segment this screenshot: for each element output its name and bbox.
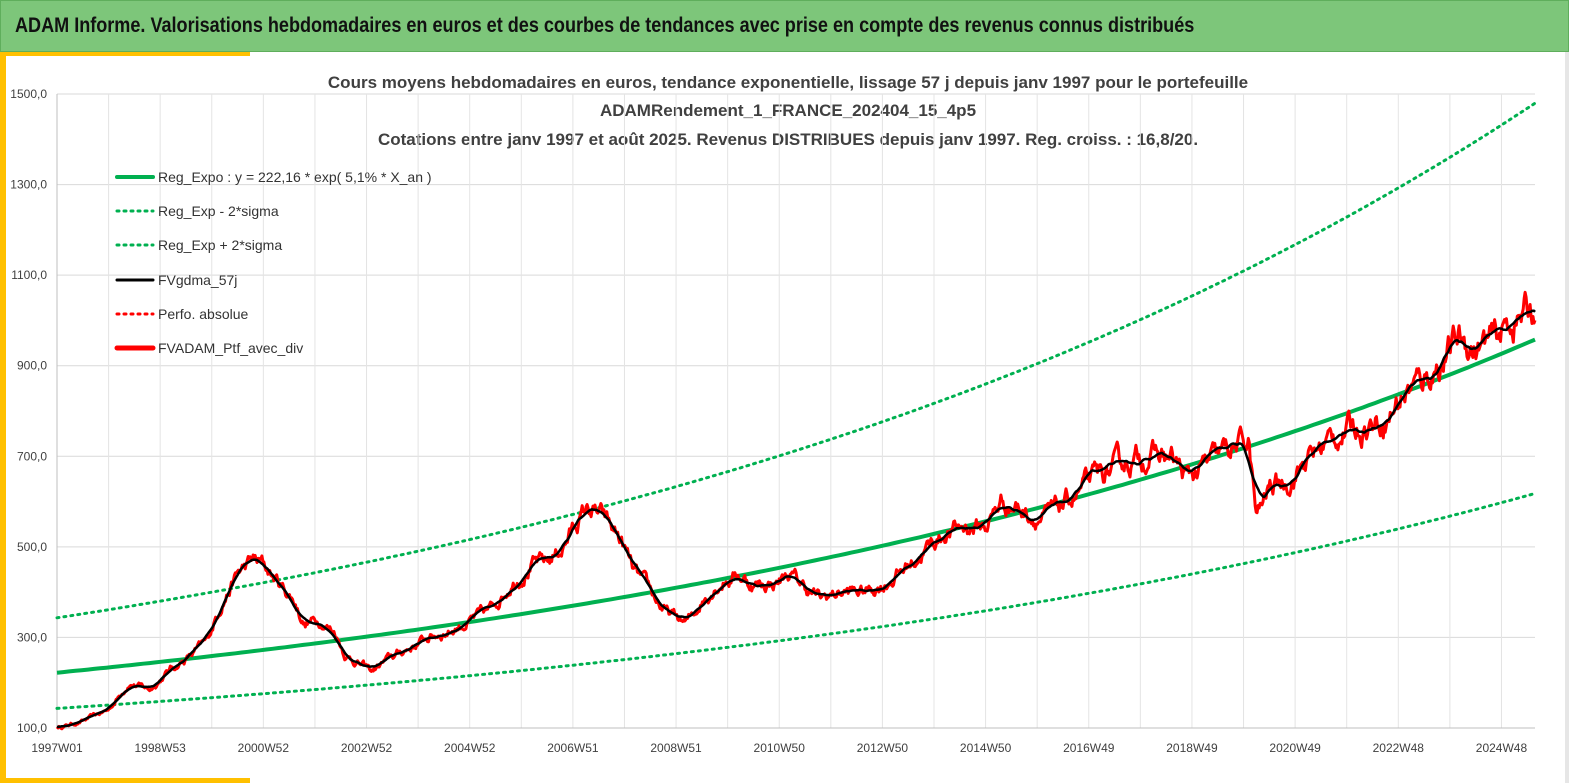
x-tick-label: 1997W01: [31, 741, 83, 755]
x-axis-ticks: 1997W01 1998W53 2000W52 2002W52 2004W52 2006W…: [31, 741, 1527, 755]
y-tick-label: 100,0: [17, 721, 47, 735]
accent-border-left: [0, 52, 6, 783]
border-right: [1565, 52, 1569, 783]
legend-label: Reg_Expo : y = 222,16 * exp( 5,1% * X_an…: [158, 169, 432, 185]
legend-label: FVADAM_Ptf_avec_div: [158, 340, 303, 356]
legend-label: FVgdma_57j: [158, 272, 237, 288]
chart-legend: Reg_Expo : y = 222,16 * exp( 5,1% * X_an…: [114, 169, 432, 356]
y-tick-label: 1500,0: [10, 87, 47, 101]
x-tick-label: 2002W52: [341, 741, 393, 755]
legend-label: Perfo. absolue: [158, 306, 248, 322]
series-reg-expo: [56, 337, 1536, 675]
series-fvgdma-57j: [56, 309, 1536, 729]
y-tick-label: 500,0: [17, 540, 47, 554]
x-tick-label: 2008W51: [650, 741, 702, 755]
chart-title-line: ADAMRendement_1_FRANCE_202404_15_4p5: [600, 101, 976, 120]
series-reg-plus-2sigma: [55, 101, 1537, 620]
chart-title: Cours moyens hebdomadaires en euros, ten…: [328, 73, 1248, 149]
y-tick-label: 900,0: [17, 359, 47, 373]
legend-label: Reg_Exp + 2*sigma: [158, 237, 282, 253]
chart-series: [55, 101, 1537, 731]
y-axis-ticks: 100,0 300,0 500,0 700,0 900,0 1100,0 1300,0 150…: [10, 87, 47, 735]
accent-border-bottom: [0, 778, 250, 783]
accent-border-top: [0, 52, 250, 56]
x-tick-label: 2024W48: [1476, 741, 1528, 755]
x-tick-label: 2020W49: [1269, 741, 1321, 755]
x-tick-label: 1998W53: [134, 741, 186, 755]
x-tick-label: 2014W50: [960, 741, 1012, 755]
series-reg-minus-2sigma: [55, 492, 1537, 710]
legend-label: Reg_Exp - 2*sigma: [158, 203, 279, 219]
header-title: ADAM Informe. Valorisations hebdomadaire…: [15, 14, 1195, 37]
x-tick-label: 2022W48: [1373, 741, 1425, 755]
x-tick-label: 2018W49: [1166, 741, 1218, 755]
x-tick-label: 2016W49: [1063, 741, 1115, 755]
x-tick-label: 2012W50: [857, 741, 909, 755]
y-tick-label: 1100,0: [11, 268, 47, 282]
x-tick-label: 2006W51: [547, 741, 599, 755]
chart-title-line: Cotations entre janv 1997 et août 2025. …: [378, 130, 1198, 149]
x-tick-label: 2000W52: [238, 741, 290, 755]
y-tick-label: 1300,0: [10, 178, 47, 192]
y-tick-label: 700,0: [17, 449, 47, 463]
y-tick-label: 300,0: [17, 630, 47, 644]
x-tick-label: 2010W50: [754, 741, 806, 755]
chart-title-line: Cours moyens hebdomadaires en euros, ten…: [328, 73, 1248, 92]
x-tick-label: 2004W52: [444, 741, 496, 755]
chart-grid: [56, 93, 1535, 729]
header-bar: ADAM Informe. Valorisations hebdomadaire…: [0, 0, 1569, 52]
series-fvadam-ptf-avec-div: [55, 290, 1537, 731]
